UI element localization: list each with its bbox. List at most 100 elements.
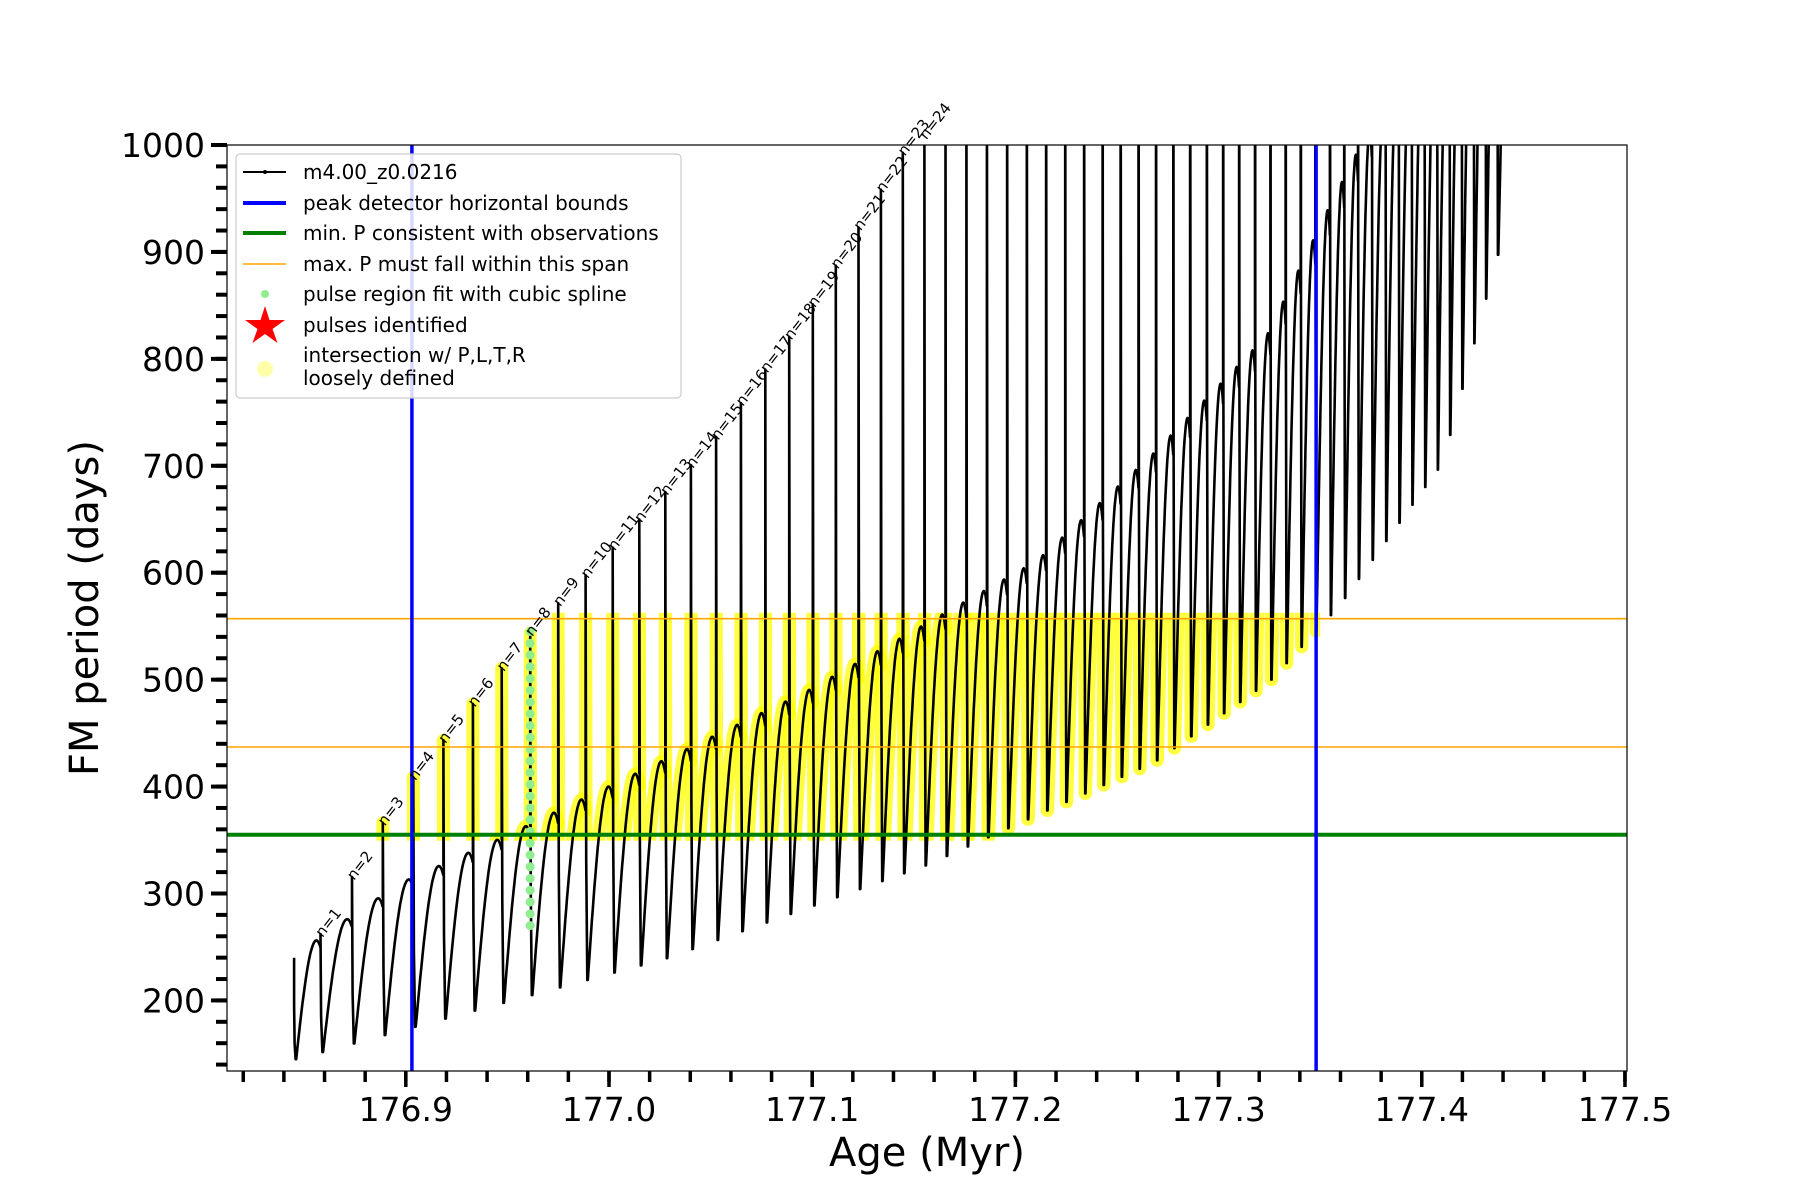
track-segment-pulse-9 [556,601,587,989]
spline-fit-point [525,862,535,872]
track-segment-pulse-43 [1269,145,1287,681]
track-segment-pulse-29 [1025,145,1048,821]
track-segment-pulse-23 [901,151,926,875]
track-segment-pulse-20 [834,264,860,899]
legend: m4.00_z0.0216 peak detector horizontal b… [235,153,682,399]
legend-label: peak detector horizontal bounds [303,191,629,215]
track-segment-pulse-51 [1384,145,1395,543]
plot-area [227,145,1627,1071]
spline-fit-point [525,803,535,813]
y-tick-label: 700 [142,447,205,486]
track-segment-pulse-35 [1137,145,1158,771]
track-segment-pulse-1 [319,917,354,1054]
spline-fit-layer [525,627,535,931]
y-tick-label: 800 [142,340,205,379]
track-segment-pulse-6 [471,702,503,1012]
spline-fit-point [525,779,535,789]
track-segment-pulse-60 [1496,145,1502,256]
red-star-icon [245,306,285,343]
track-segment-pulse-0 [292,939,322,1061]
track-segment-pulse-19 [811,303,838,907]
track-segment-pulse-28 [1005,145,1029,830]
spline-fit-point [525,709,535,719]
track-segment-pulse-58 [1472,145,1479,345]
track-segment-pulse-59 [1484,145,1490,300]
track-segment-pulse-40 [1221,145,1241,715]
spline-fit-point [525,744,535,754]
track-segment-pulse-45 [1299,145,1317,649]
track-segment-pulse-49 [1356,145,1374,581]
spline-fit-point [525,885,535,895]
plot-frame [226,144,1628,1072]
track-segment-pulse-36 [1154,145,1175,762]
y-tick-label: 500 [142,661,205,700]
spline-fit-point [525,756,535,766]
x-tick-label: 177.0 [562,1090,656,1129]
spline-fit-point [525,732,535,742]
x-tick-label: 177.3 [1171,1090,1265,1129]
track-segment-pulse-7 [500,666,532,1005]
track-segment-pulse-50 [1370,145,1382,562]
legend-item-min-period: min. P consistent with observations [243,221,659,245]
track-segment-pulse-37 [1172,145,1192,750]
x-tick-label: 177.1 [765,1090,859,1129]
spline-fit-point [525,685,535,695]
x-tick-label: 177.2 [968,1090,1062,1129]
track-segment-pulse-27 [985,145,1009,839]
yellow-circle-icon [257,361,273,377]
track-segment-pulse-41 [1237,145,1257,704]
legend-label: intersection w/ P,L,T,R [303,343,526,367]
spline-fit-point [525,697,535,707]
track-segment-pulse-48 [1342,145,1360,600]
track-segment-pulse-4 [411,775,445,1029]
legend-item-max-period-span: max. P must fall within this span [243,252,629,276]
track-segment-pulse-12 [637,518,667,967]
spline-fit-point [525,768,535,778]
spline-fit-point [525,791,535,801]
track-segment-pulse-16 [739,401,767,933]
track-segment-pulse-47 [1328,145,1346,617]
track-segment-pulse-21 [857,226,883,891]
spline-fit-point [525,897,535,907]
spline-fit-point [525,921,535,931]
track-segment-pulse-3 [381,821,415,1037]
y-axis-label: FM period (days) [62,440,108,776]
legend-label: min. P consistent with observations [303,221,659,245]
track-segment-pulse-11 [611,546,641,974]
spline-fit-point [525,838,535,848]
y-tick-label: 200 [142,981,205,1020]
track-segment-pulse-8 [528,631,560,997]
legend-label: max. P must fall within this span [303,252,629,276]
spline-fit-point [525,674,535,684]
spline-fit-point [525,815,535,825]
spline-fit-point [525,850,535,860]
track-segment-pulse-2 [350,875,385,1045]
spline-fit-point [525,874,535,884]
track-segment-pulse-44 [1284,145,1302,665]
spline-fit-point [525,627,535,637]
track-segment-pulse-55 [1436,145,1444,471]
y-tick-label: 400 [142,768,205,807]
y-axis: 200 300 400 500 600 700 800 900 1000 [121,126,227,1067]
x-tick-label: 176.9 [359,1090,453,1129]
track-segment-pulse-34 [1119,145,1140,779]
legend-frame [235,153,682,399]
legend-label: pulses identified [303,313,468,337]
spline-fit-point [525,662,535,672]
track-segment-pulse-5 [442,738,475,1020]
x-tick-label: 177.4 [1375,1090,1469,1129]
track-segment-pulse-42 [1253,145,1272,693]
track-segment-pulse-18 [787,335,815,916]
spline-fit-point [525,721,535,731]
x-axis: 176.9 177.0 177.1 177.2 177.3 177.4 177.5 [241,1071,1672,1129]
track-segment-pulse-54 [1423,145,1432,489]
track-segment-pulse-30 [1044,145,1067,812]
track-segment-pulse-57 [1460,145,1468,391]
track-segment-pulse-26 [965,145,989,848]
track-segment-pulse-31 [1063,145,1086,804]
track-segment-pulse-56 [1448,145,1456,437]
track-segment-pulse-24 [923,145,947,867]
legend-item-track: m4.00_z0.0216 [243,160,458,184]
track-segment-pulse-32 [1082,145,1104,795]
